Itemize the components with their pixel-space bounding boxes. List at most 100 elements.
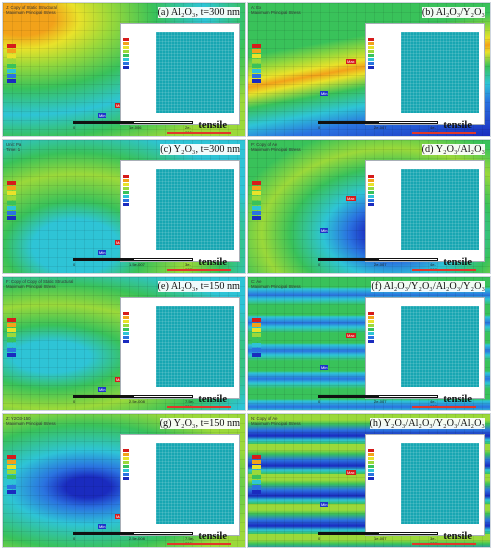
legend-swatch xyxy=(252,316,274,327)
scale-label: 0 xyxy=(73,399,76,404)
inset-legend-swatch xyxy=(123,457,129,460)
legend-swatch xyxy=(252,194,274,205)
figure-panel: P: Copy of Ae Maximum Principal Stress Max… xyxy=(247,139,491,274)
panel-caption: (b) Al₂O₃/Y₂O₃ xyxy=(421,7,485,18)
panel-caption: (d) Y₂O₃/Al₂O₃ xyxy=(421,144,485,155)
analysis-title: P: Copy of Ae xyxy=(251,142,278,147)
legend-swatch xyxy=(252,483,274,494)
legend-swatch xyxy=(7,204,29,215)
legend-swatch xyxy=(7,52,29,63)
color-legend xyxy=(252,448,274,494)
legend-color-bar xyxy=(252,200,261,205)
legend-color-bar xyxy=(7,48,16,53)
panel-caption: (g) Y₂O₃, t=150 nm xyxy=(159,418,240,429)
legend-swatch xyxy=(7,199,29,210)
inset-legend xyxy=(368,449,398,481)
scale-bar-black xyxy=(73,532,133,535)
analysis-subtitle: Maximum Principal Stress xyxy=(6,10,56,15)
inset-full-model xyxy=(120,297,240,399)
inset-legend-swatch xyxy=(123,461,129,464)
legend-swatch xyxy=(252,473,274,484)
inset-full-model xyxy=(120,23,240,125)
inset-legend-swatch xyxy=(368,469,374,472)
scale-label: 1e-006 xyxy=(129,125,142,130)
inset-full-model xyxy=(365,434,485,536)
legend-swatch xyxy=(7,336,29,347)
legend-swatch xyxy=(7,341,29,352)
inset-legend xyxy=(123,312,153,344)
legend-color-bar xyxy=(7,180,16,185)
legend-color-bar xyxy=(252,185,261,190)
inset-legend-swatch xyxy=(368,199,374,202)
tensile-label: tensile xyxy=(198,257,227,268)
inset-mesh xyxy=(156,306,234,387)
legend-swatch xyxy=(7,189,29,200)
inset-legend-swatch xyxy=(123,195,129,198)
scale-bar: 0 1.5e-007 3e-007 (m) xyxy=(73,258,193,273)
inset-mesh xyxy=(401,169,479,250)
panel-caption: (c) Y₂O₃, t=300 nm xyxy=(160,144,240,155)
legend-swatch xyxy=(252,62,274,73)
tensile-label: tensile xyxy=(443,531,472,542)
analysis-subtitle: Time: 1 xyxy=(6,147,21,152)
legend-swatch xyxy=(252,453,274,464)
color-legend xyxy=(252,37,274,83)
inset-legend-swatch xyxy=(123,473,129,476)
legend-swatch xyxy=(7,42,29,53)
scale-bar: 0 2e-007 4e-007 (m) xyxy=(318,121,438,136)
analysis-title: C: Ae xyxy=(251,279,262,284)
scale-bar-white xyxy=(378,395,438,398)
legend-swatch xyxy=(7,448,29,459)
inset-legend-swatch xyxy=(123,42,129,45)
legend-color-bar xyxy=(7,205,16,210)
legend-color-bar xyxy=(252,322,261,327)
inset-legend xyxy=(123,38,153,70)
inset-legend xyxy=(368,38,398,70)
legend-swatch xyxy=(7,209,29,220)
legend-color-bar xyxy=(252,332,261,337)
scale-bar-black xyxy=(318,121,378,124)
analysis-subtitle: Maximum Principal Stress xyxy=(6,284,56,289)
legend-color-bar xyxy=(252,459,261,464)
scale-label: 2.5e-008 xyxy=(129,399,145,404)
legend-color-bar xyxy=(7,454,16,459)
legend-color-bar xyxy=(7,78,16,83)
legend-swatch xyxy=(7,179,29,190)
legend-color-bar xyxy=(252,195,261,200)
legend-swatch xyxy=(7,184,29,195)
legend-swatch xyxy=(7,346,29,357)
inset-legend-swatch xyxy=(368,461,374,464)
inset-legend-swatch xyxy=(368,312,374,315)
inset-legend-swatch xyxy=(368,50,374,53)
scale-bar-black xyxy=(318,395,378,398)
inset-legend-swatch xyxy=(123,316,129,319)
scale-bar-black xyxy=(73,121,133,124)
min-marker: Min xyxy=(320,228,329,233)
legend-color-bar xyxy=(7,63,16,68)
legend-swatch xyxy=(252,341,274,352)
inset-legend-swatch xyxy=(123,328,129,331)
legend-swatch xyxy=(7,331,29,342)
inset-legend-swatch xyxy=(368,58,374,61)
inset-legend-swatch xyxy=(123,324,129,327)
scale-bar-black xyxy=(318,258,378,261)
legend-color-bar xyxy=(7,53,16,58)
inset-legend-swatch xyxy=(123,66,129,69)
inset-legend-swatch xyxy=(368,316,374,319)
legend-swatch xyxy=(252,174,274,185)
inset-legend-swatch xyxy=(368,340,374,343)
legend-color-bar xyxy=(252,347,261,352)
legend-swatch xyxy=(7,311,29,322)
inset-legend-swatch xyxy=(368,38,374,41)
figure-panel: C: Ae Maximum Principal Stress Max Min (f) A… xyxy=(247,276,491,411)
legend-color-bar xyxy=(7,210,16,215)
inset-legend-swatch xyxy=(368,453,374,456)
scale-label: 0 xyxy=(318,399,321,404)
scale-bar-black xyxy=(73,395,133,398)
inset-legend-swatch xyxy=(368,449,374,452)
max-marker: Max xyxy=(115,103,125,108)
min-marker: Min xyxy=(98,250,107,255)
color-legend xyxy=(7,311,29,357)
inset-legend-swatch xyxy=(123,58,129,61)
inset-legend xyxy=(123,175,153,207)
